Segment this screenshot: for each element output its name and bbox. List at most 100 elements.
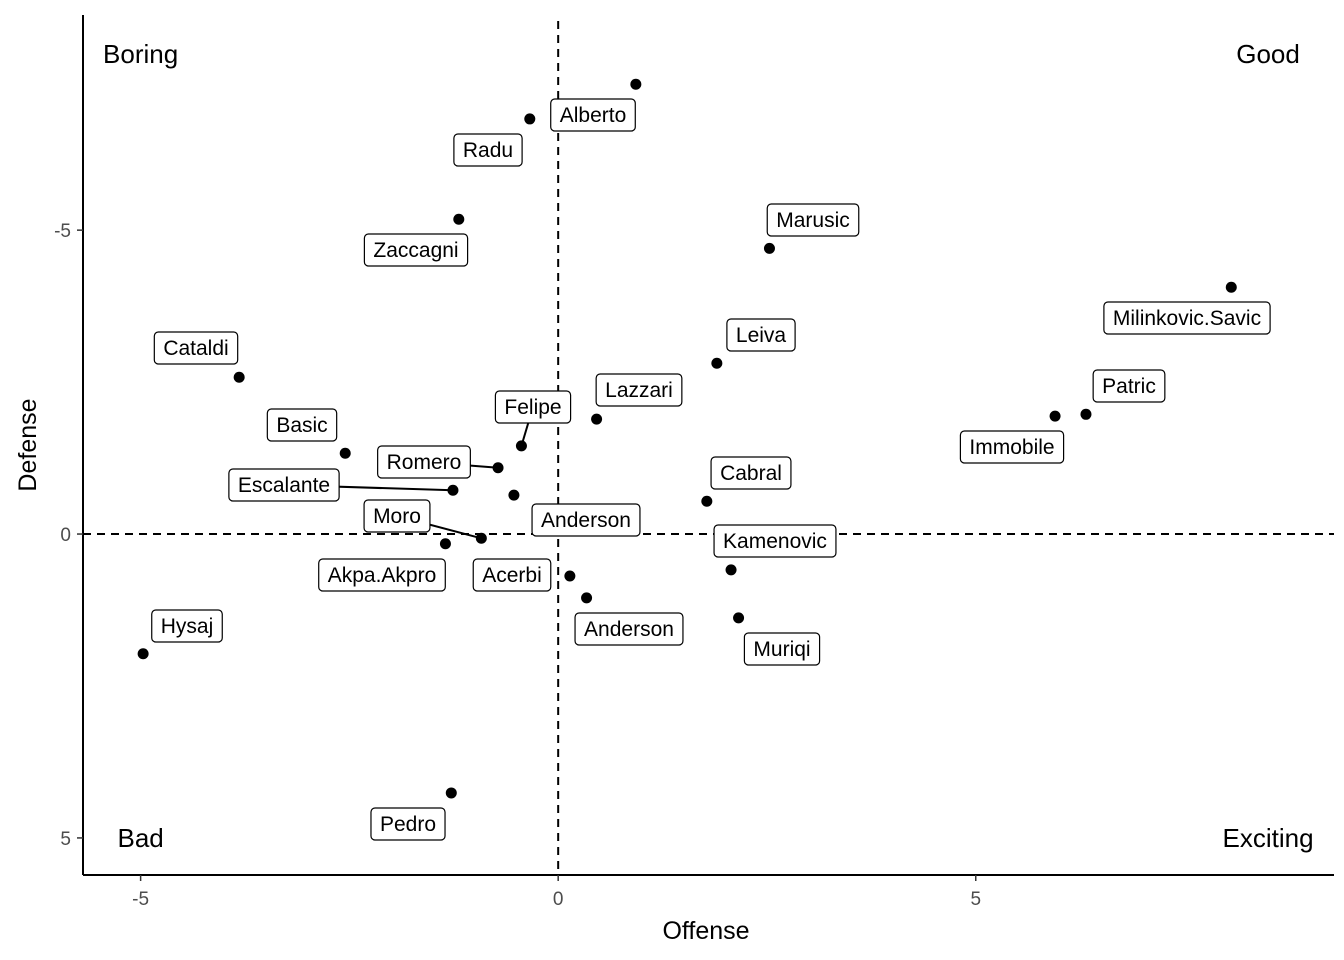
data-point [630, 78, 642, 90]
point-label: Immobile [959, 430, 1065, 464]
data-point [1080, 408, 1092, 420]
data-point [508, 489, 520, 501]
point-label: Escalante [228, 468, 340, 502]
point-label: Radu [453, 133, 523, 167]
label-text: Leiva [736, 324, 787, 347]
quadrant-label: Exciting [1223, 823, 1314, 853]
data-point [453, 213, 465, 225]
label-text: Cataldi [163, 337, 228, 360]
label-box [595, 373, 683, 407]
label-text: Anderson [584, 618, 674, 641]
label-text: Basic [276, 414, 327, 437]
data-point [233, 371, 245, 383]
label-box [153, 331, 239, 365]
quadrant-label: Good [1236, 39, 1300, 69]
y-axis-title: Defense [14, 398, 42, 491]
label-text: Zaccagni [373, 239, 458, 262]
label-box [574, 612, 684, 646]
label-text: Lazzari [605, 379, 673, 402]
label-box [766, 203, 860, 237]
label-box [1092, 369, 1166, 403]
point-label: Pedro [370, 807, 446, 841]
point-label: Anderson [531, 503, 641, 537]
label-box [363, 233, 469, 267]
label-text: Pedro [380, 813, 436, 836]
label-box [713, 524, 837, 558]
data-point [733, 612, 745, 624]
data-point [515, 440, 527, 452]
x-tick-label: 0 [553, 889, 564, 910]
point-labels: Alberto Radu Zaccagni Marusic Milinkovic.Sav… [151, 98, 1271, 841]
x-tick-label: 5 [970, 889, 981, 910]
label-text: Patric [1102, 375, 1156, 398]
label-box [228, 468, 340, 502]
data-point [447, 484, 459, 496]
label-text: Hysaj [161, 615, 214, 638]
label-box [726, 318, 796, 352]
point-label: Milinkovic.Savic [1103, 301, 1271, 335]
data-point [591, 413, 603, 425]
data-point [581, 592, 593, 604]
label-box [472, 558, 552, 592]
axes: -5 0 5 -5 0 5 [54, 15, 1334, 910]
label-box [1103, 301, 1271, 335]
data-point [339, 447, 351, 459]
label-text: Cabral [720, 462, 782, 485]
quadrant-labels: Boring Good Bad Exciting [103, 39, 1314, 853]
data-point [701, 495, 713, 507]
label-text: Akpa.Akpro [328, 564, 437, 587]
point-label: Acerbi [472, 558, 552, 592]
point-label: Cabral [710, 456, 792, 490]
label-text: Romero [387, 451, 462, 474]
point-label: Muriqi [743, 632, 821, 666]
data-point [137, 648, 149, 660]
data-point [725, 564, 737, 576]
label-text: Moro [373, 505, 421, 528]
label-box [710, 456, 792, 490]
data-point [492, 462, 504, 474]
label-box [959, 430, 1065, 464]
data-point [564, 570, 576, 582]
label-box [363, 499, 431, 533]
label-box [266, 408, 338, 442]
y-tick-label: -5 [54, 221, 71, 242]
data-point [1225, 281, 1237, 293]
quadrant-label: Boring [103, 39, 178, 69]
point-label: Anderson [574, 612, 684, 646]
data-point [445, 787, 457, 799]
label-box [377, 445, 471, 479]
label-text: Muriqi [753, 638, 810, 661]
point-label: Patric [1092, 369, 1166, 403]
x-axis-title: Offense [662, 917, 749, 945]
label-text: Acerbi [482, 564, 542, 587]
point-label: Hysaj [151, 609, 223, 643]
quadrant-label: Bad [117, 823, 163, 853]
point-label: Zaccagni [363, 233, 469, 267]
label-box [151, 609, 223, 643]
label-box [743, 632, 821, 666]
point-label: Basic [266, 408, 338, 442]
label-box [318, 558, 446, 592]
data-point [711, 357, 723, 369]
point-label: Romero [377, 445, 471, 479]
label-text: Milinkovic.Savic [1113, 307, 1261, 330]
point-label: Leiva [726, 318, 796, 352]
point-label: Marusic [766, 203, 860, 237]
data-point [1049, 410, 1061, 422]
label-text: Radu [463, 139, 513, 162]
label-box [494, 390, 572, 424]
point-label: Cataldi [153, 331, 239, 365]
label-text: Kamenovic [723, 530, 827, 553]
data-point [475, 532, 487, 544]
label-text: Alberto [560, 104, 627, 127]
y-tick-label: 5 [60, 829, 71, 850]
label-text: Marusic [776, 209, 850, 232]
label-box [531, 503, 641, 537]
x-tick-label: -5 [132, 889, 149, 910]
label-text: Anderson [541, 509, 631, 532]
point-label: Moro [363, 499, 431, 533]
data-point [439, 538, 451, 550]
label-box [370, 807, 446, 841]
point-label: Felipe [494, 390, 572, 424]
